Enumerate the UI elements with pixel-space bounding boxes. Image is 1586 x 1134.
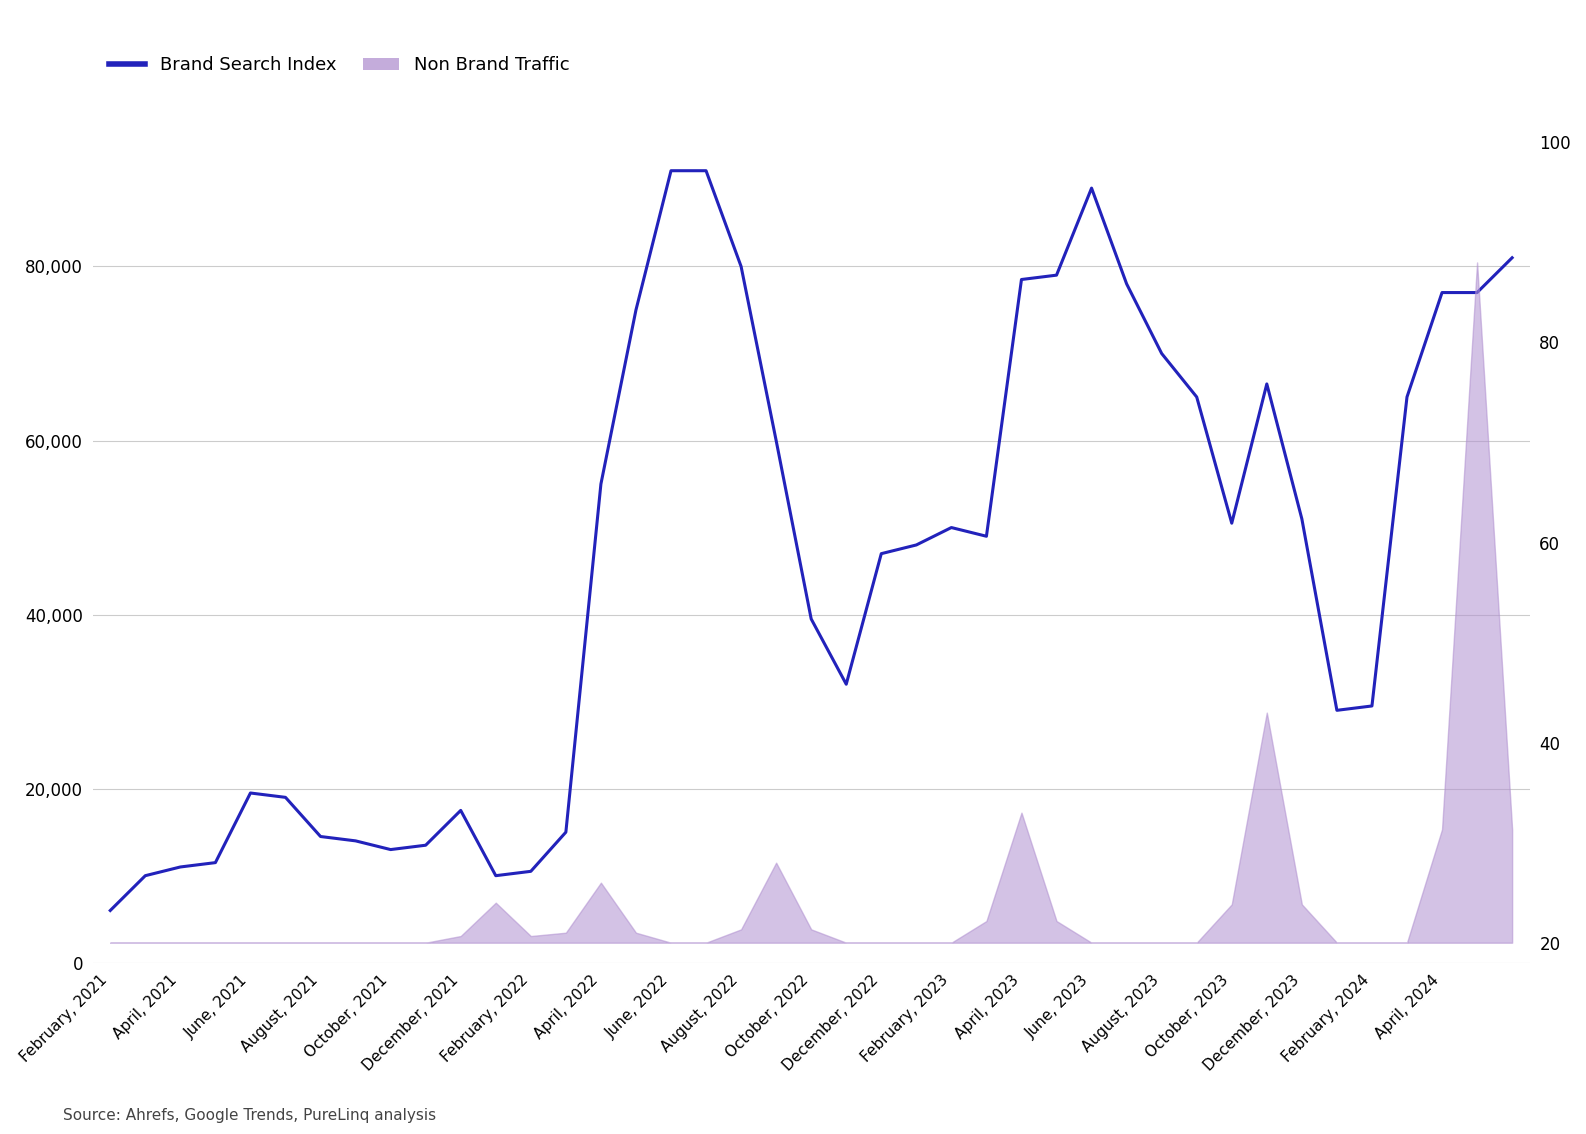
Legend: Brand Search Index, Non Brand Traffic: Brand Search Index, Non Brand Traffic [102,49,577,82]
Text: Source: Ahrefs, Google Trends, PureLinq analysis: Source: Ahrefs, Google Trends, PureLinq … [63,1108,436,1123]
